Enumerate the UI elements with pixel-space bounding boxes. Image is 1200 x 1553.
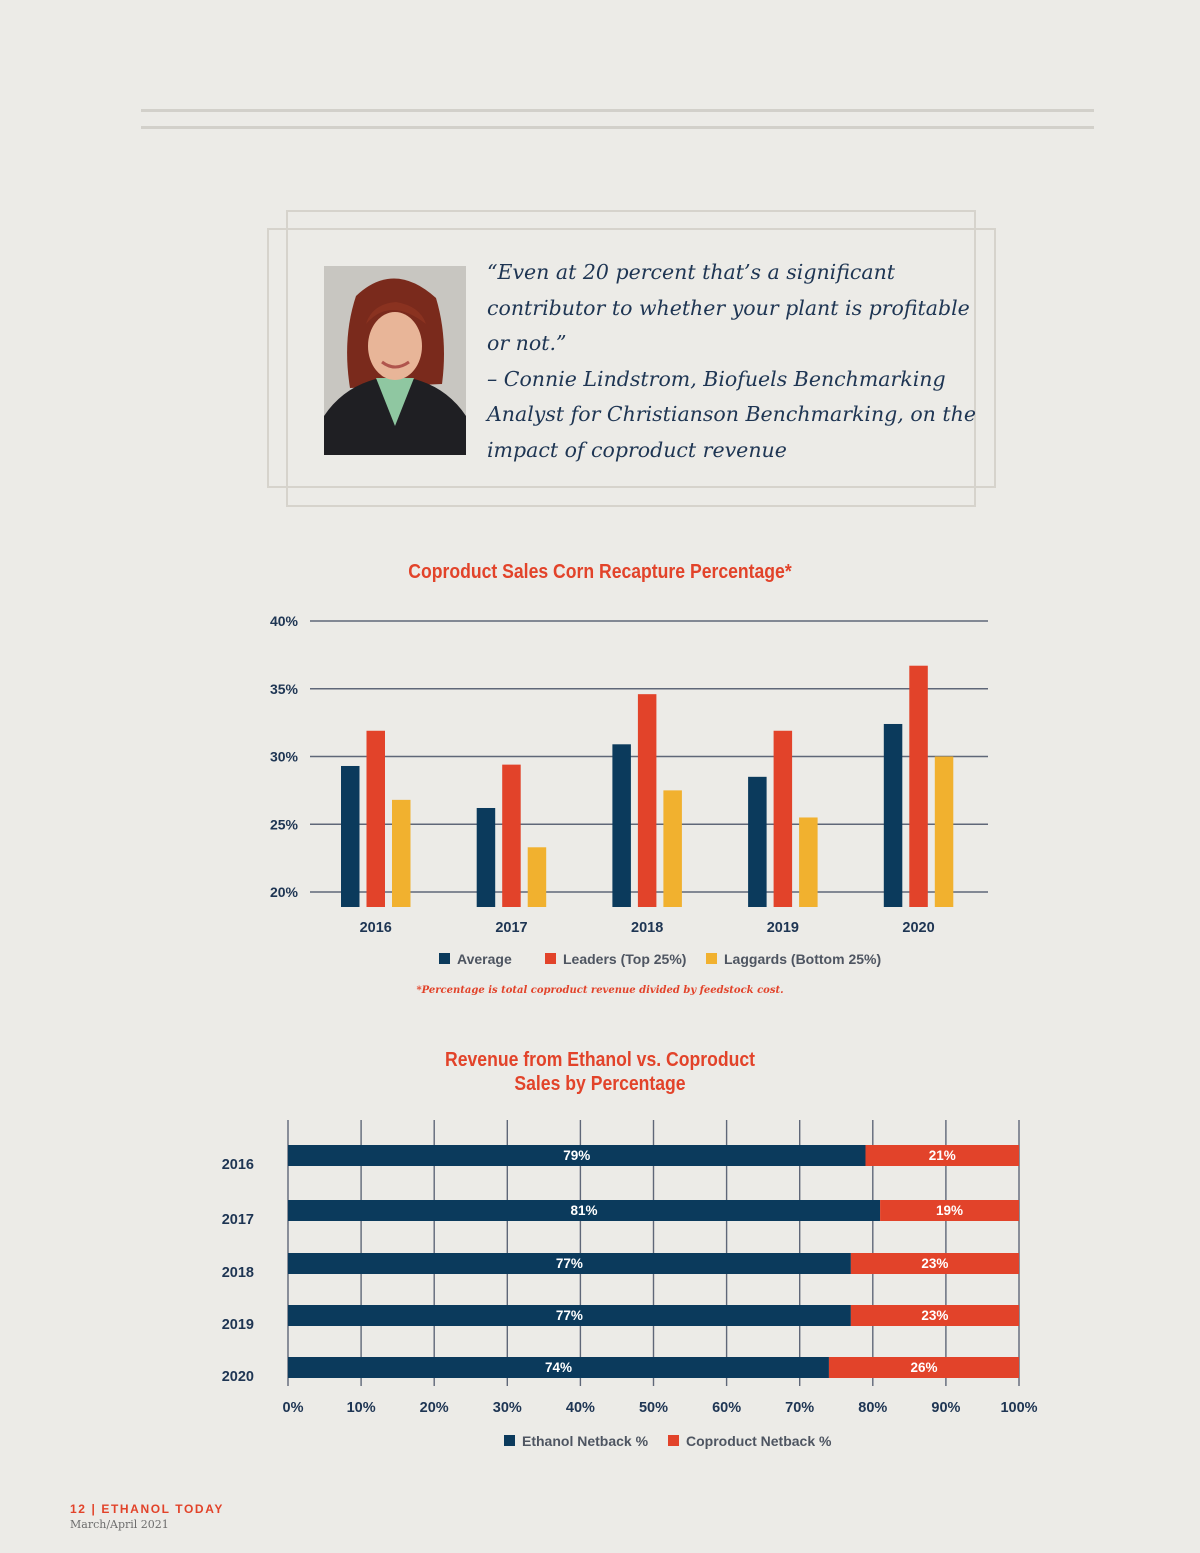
y-tick-label: 2019 [222, 1317, 254, 1333]
y-tick-label: 2016 [222, 1157, 254, 1173]
bar-segment [288, 1145, 866, 1166]
x-tick-label: 90% [931, 1400, 960, 1416]
x-tick-label: 50% [639, 1400, 668, 1416]
legend-swatch [706, 953, 717, 964]
bar-segment [288, 1357, 829, 1378]
quote-attribution-line: impact of coproduct revenue [487, 437, 787, 462]
bar [476, 807, 496, 907]
x-tick-label: 2019 [767, 920, 799, 936]
bar-segment [288, 1253, 851, 1274]
bar-segment [828, 1357, 1019, 1378]
legend-swatch [668, 1435, 679, 1446]
x-tick-label: 10% [347, 1400, 376, 1416]
chart1-footnote: *Percentage is total coproduct revenue d… [416, 985, 784, 996]
y-tick-label: 2018 [222, 1265, 254, 1281]
x-tick-label: 20% [420, 1400, 449, 1416]
x-tick-label: 2017 [495, 920, 527, 936]
legend-label: Leaders (Top 25%) [563, 951, 686, 967]
data-label: 23% [921, 1308, 948, 1323]
y-tick-label: 2020 [222, 1369, 254, 1385]
legend-label: Laggards (Bottom 25%) [724, 951, 881, 967]
y-tick-label: 2017 [222, 1212, 254, 1228]
bar [934, 756, 954, 907]
x-tick-label: 70% [785, 1400, 814, 1416]
data-label: 74% [545, 1360, 572, 1375]
legend-swatch [504, 1435, 515, 1446]
x-tick-label: 2016 [360, 920, 392, 936]
bar [527, 847, 547, 907]
legend-label: Average [457, 951, 512, 967]
bar-segment [850, 1253, 1019, 1274]
bar [392, 799, 411, 907]
portrait-photo [324, 266, 466, 455]
top-rule-2 [141, 126, 1094, 129]
data-label: 19% [936, 1203, 963, 1218]
chart1-bar-chart: 20% 25% 30% 35% 40% 2016 2017 2018 2019 2020 Avera… [270, 613, 988, 967]
x-tick-label: 80% [858, 1400, 887, 1416]
bar-segment [288, 1305, 851, 1326]
quote-frame-inner [267, 228, 996, 488]
bar [663, 790, 682, 907]
quote-attribution-line: – Connie Lindstrom, Biofuels Benchmarkin… [487, 366, 946, 391]
data-label: 77% [556, 1256, 583, 1271]
data-label: 23% [921, 1256, 948, 1271]
chart2-stacked-bar-chart: 0% 10% 20% 30% 40% 50% 60% 70% 80% 90% 100% 79% 21% 2… [222, 1120, 1038, 1449]
pull-quote: “Even at 20 percent that’s a significant… [487, 255, 977, 468]
x-tick-label: 2020 [902, 920, 934, 936]
data-label: 77% [556, 1308, 583, 1323]
bar [341, 765, 360, 907]
bar-segment [850, 1305, 1019, 1326]
data-label: 81% [571, 1203, 598, 1218]
legend-label: Coproduct Netback % [686, 1433, 832, 1449]
x-tick-label: 100% [1000, 1400, 1037, 1416]
data-label: 26% [910, 1360, 937, 1375]
data-label: 79% [563, 1148, 590, 1163]
quote-frame-outer [286, 210, 976, 507]
legend-label: Ethanol Netback % [522, 1433, 649, 1449]
bar-segment [865, 1145, 1019, 1166]
footer-date: March/April 2021 [70, 1518, 169, 1531]
bar [883, 723, 903, 907]
legend-swatch [439, 953, 450, 964]
bar [612, 744, 631, 907]
bar-segment [288, 1200, 881, 1221]
x-tick-label: 40% [566, 1400, 595, 1416]
y-tick-label: 20% [270, 884, 299, 900]
chart1-title: Coproduct Sales Corn Recapture Percentag… [408, 561, 792, 583]
x-tick-label: 60% [712, 1400, 741, 1416]
chart2-title: Revenue from Ethanol vs. Coproduct Sales… [444, 1049, 755, 1095]
quote-line: “Even at 20 percent that’s a significant [487, 260, 896, 284]
quote-attribution-line: Analyst for Christianson Benchmarking, o… [487, 402, 976, 426]
y-tick-label: 40% [270, 613, 299, 629]
y-tick-label: 35% [270, 681, 299, 697]
bar [773, 730, 793, 907]
x-tick-label: 30% [493, 1400, 522, 1416]
bar-segment [880, 1200, 1019, 1221]
quote-line: contributor to whether your plant is pro… [487, 295, 970, 320]
legend-swatch [545, 953, 556, 964]
bar [366, 730, 385, 907]
bar [637, 694, 657, 907]
bar [799, 817, 818, 907]
bar [502, 764, 521, 907]
top-rule-1 [141, 109, 1094, 112]
quote-line: or not.” [487, 331, 567, 355]
bar [748, 776, 767, 907]
y-tick-label: 30% [270, 749, 299, 765]
x-tick-label: 0% [283, 1400, 304, 1416]
data-label: 21% [929, 1148, 956, 1163]
y-tick-label: 25% [270, 816, 299, 832]
footer-brand: 12 | ETHANOL TODAY [70, 1502, 224, 1516]
x-tick-label: 2018 [631, 920, 663, 936]
bar [909, 665, 928, 907]
